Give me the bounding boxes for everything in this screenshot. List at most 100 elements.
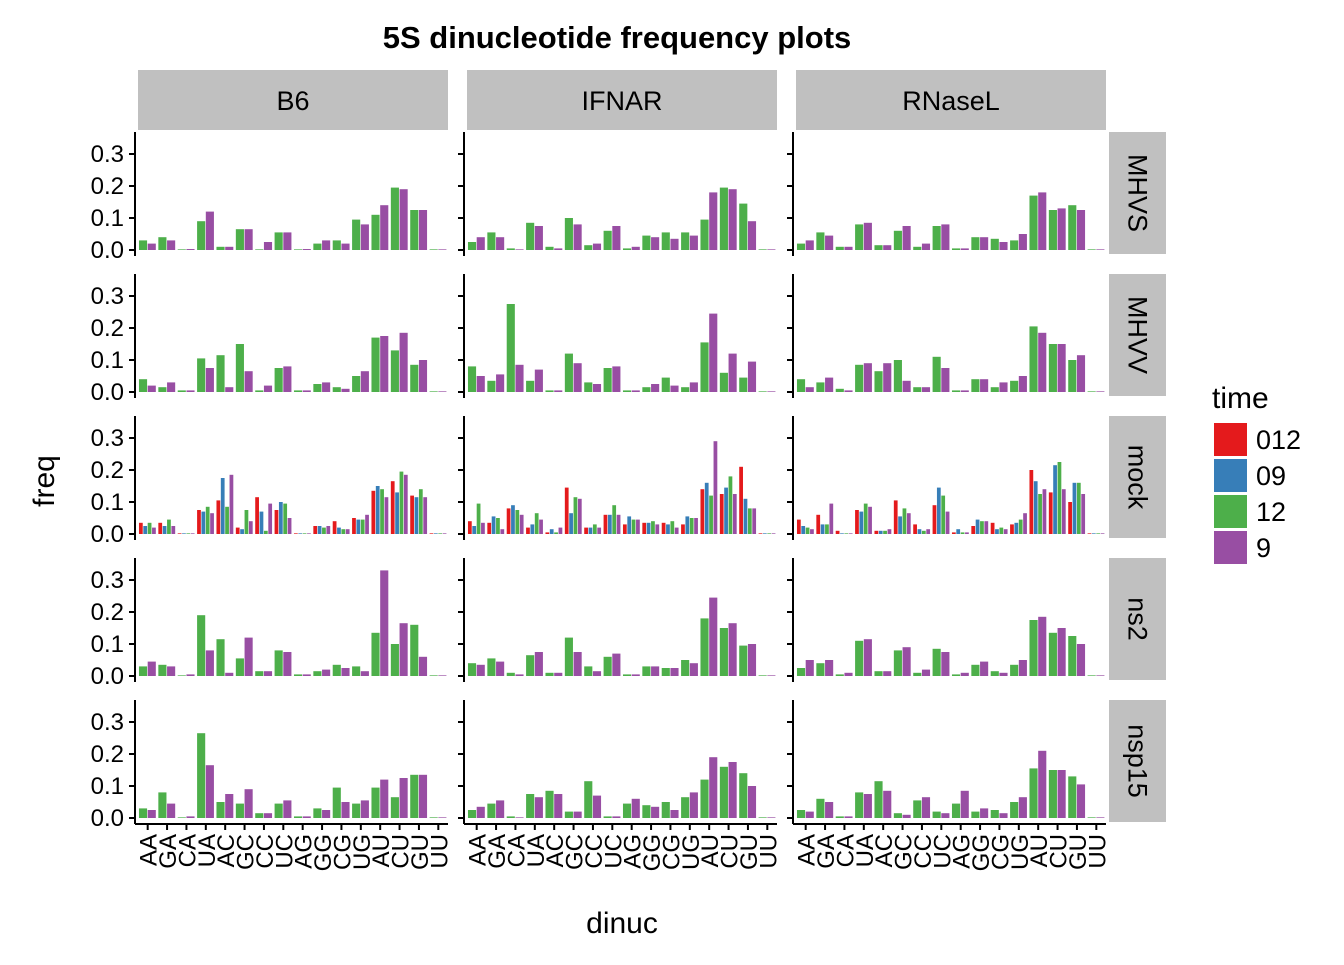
bar-9-cg <box>341 388 350 392</box>
bar-12-gg <box>651 521 655 534</box>
bar-9-uu <box>438 391 447 392</box>
bar-12-ua <box>526 222 535 250</box>
bar-12-ac <box>545 790 554 818</box>
bar-12-ua <box>526 794 535 818</box>
bar-12-ug <box>352 219 361 250</box>
bar-9-gu <box>1057 208 1066 250</box>
bar-9-ac <box>883 671 892 676</box>
y-tick-label: 0.3 <box>91 567 124 594</box>
bar-9-ag <box>302 674 311 676</box>
bar-12-ga <box>816 663 825 676</box>
bar-9-ca <box>844 246 853 250</box>
bar-09-gu <box>395 492 399 534</box>
bar-09-ug <box>685 516 690 534</box>
bar-9-ac <box>883 790 892 818</box>
bar-12-cu <box>1068 636 1077 676</box>
bar-9-uc <box>941 224 950 250</box>
bar-12-cc <box>592 524 597 534</box>
bar-12-ag <box>293 816 303 818</box>
bar-9-ac <box>554 248 563 250</box>
bar-12-cg <box>332 387 341 392</box>
bar-12-cu <box>739 773 748 818</box>
bar-9-ca <box>844 672 853 676</box>
bar-9-uc <box>283 232 292 250</box>
bar-9-uu <box>767 817 776 818</box>
bar-09-ag <box>956 529 961 534</box>
bar-12-ca <box>177 249 186 250</box>
bar-012-cg <box>332 521 337 534</box>
bar-12-ua <box>197 221 206 250</box>
bar-9-cu <box>1076 784 1086 818</box>
bar-12-cg <box>332 787 341 818</box>
y-tick-label: 0.3 <box>91 425 124 452</box>
bar-9-ug <box>1018 234 1027 250</box>
bar-12-aa <box>796 243 806 250</box>
bar-9-gg <box>326 526 331 534</box>
row-strip-mhvs <box>1109 132 1166 254</box>
bar-9-uc <box>612 366 621 392</box>
bar-012-ga <box>816 514 821 534</box>
bar-12-gg <box>313 243 322 250</box>
bar-12-ga <box>816 232 825 250</box>
bar-9-ug <box>360 800 369 818</box>
x-tick-label-uu: UU <box>426 834 453 869</box>
bar-9-gg <box>984 521 989 534</box>
bar-9-gc <box>244 229 253 250</box>
bar-9-aa <box>805 240 814 250</box>
bar-9-uu <box>767 391 776 392</box>
row-strip-label-ns2: ns2 <box>1123 597 1153 641</box>
bar-12-uc <box>274 650 283 676</box>
bar-9-cg <box>670 238 679 250</box>
bar-12-uc <box>603 230 612 250</box>
bar-9-ca <box>186 249 195 250</box>
bar-9-ua <box>863 794 872 818</box>
bar-12-gc <box>235 344 244 392</box>
bar-012-ug <box>681 524 685 534</box>
bar-12-ca <box>177 390 186 392</box>
bar-012-uc <box>932 505 937 534</box>
bar-09-ua <box>201 511 206 534</box>
bar-12-gu <box>1057 462 1062 534</box>
bar-12-gc <box>893 230 902 250</box>
bar-9-gc <box>248 521 253 534</box>
bar-12-ac <box>216 802 225 818</box>
bar-12-cc <box>584 382 593 392</box>
column-strip-rnasel <box>796 70 1106 130</box>
bar-12-ug <box>1010 802 1019 818</box>
bar-9-ug <box>1018 376 1027 392</box>
bar-9-gc <box>244 789 253 818</box>
bar-9-ga <box>825 377 834 392</box>
row-strip-label-mhvv: MHVV <box>1123 296 1153 374</box>
bar-12-ca <box>506 304 515 392</box>
bar-12-cu <box>410 774 419 818</box>
bar-9-uc <box>612 226 621 250</box>
bar-12-ga <box>816 798 825 818</box>
bar-12-au <box>700 219 709 250</box>
bar-09-au <box>704 482 709 534</box>
bar-09-aa <box>801 526 806 534</box>
bar-9-gu <box>1057 628 1066 676</box>
bar-12-uu <box>758 675 767 676</box>
bar-12-ag <box>631 519 636 534</box>
bar-12-gc <box>244 510 249 534</box>
x-tick-label-cg: CG <box>658 834 685 870</box>
bar-12-ua <box>197 733 206 818</box>
panel-mock-ifnar <box>458 416 776 540</box>
bar-12-ac <box>554 532 558 534</box>
y-tick-label: 0.0 <box>91 521 124 548</box>
y-tick-label: 0.2 <box>91 457 124 484</box>
bar-12-cg <box>990 810 999 818</box>
bar-9-cg <box>345 529 350 534</box>
bar-9-cg <box>670 810 679 818</box>
bar-12-au <box>700 342 709 392</box>
bar-9-cc <box>597 527 602 534</box>
bar-12-uc <box>612 505 617 534</box>
bar-9-aa <box>805 660 814 676</box>
bar-9-uu <box>1096 391 1105 392</box>
bar-012-ga <box>487 522 492 534</box>
bar-09-gg <box>646 522 651 534</box>
x-tick-label-uu: UU <box>1084 834 1111 869</box>
panel-mhvv-b6: 0.0 0.1 0.2 0.3 <box>91 274 447 406</box>
bar-9-cu <box>747 786 757 818</box>
